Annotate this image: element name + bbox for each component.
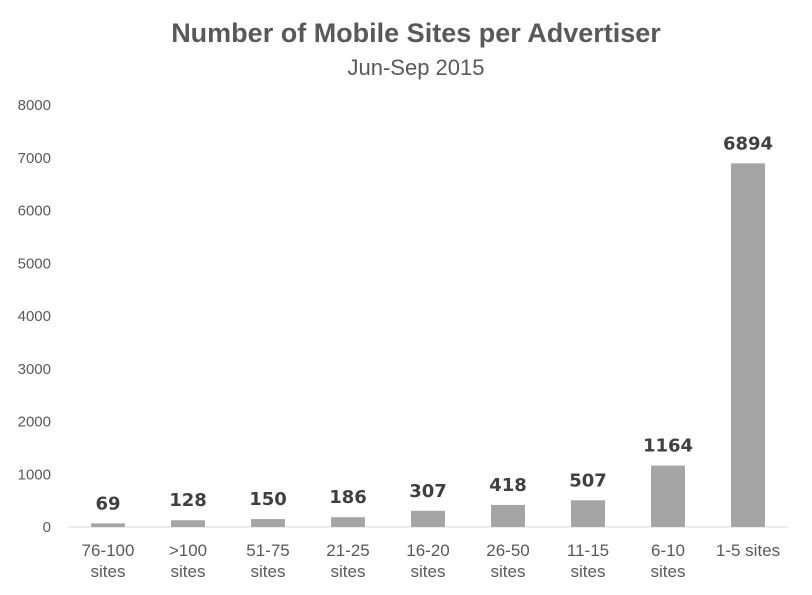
y-axis-ticks: 0 1000 2000 3000 4000 5000 6000 7000 8000: [18, 97, 51, 536]
x-tick-line: 11-15: [567, 541, 609, 560]
bar: [651, 465, 685, 527]
x-tick-label: 76-100 sites: [82, 541, 135, 581]
y-tick-label: 7000: [18, 150, 51, 167]
data-labels: 69 128 150 186 307 418 507 1164 6894: [95, 133, 773, 514]
data-label: 186: [329, 487, 367, 508]
y-tick-label: 0: [43, 519, 51, 536]
bar: [731, 163, 765, 528]
x-tick-line: 16-20: [406, 541, 449, 560]
y-tick-label: 6000: [18, 203, 51, 220]
data-label: 418: [489, 475, 527, 496]
x-tick-line: sites: [651, 562, 686, 581]
y-tick-label: 1000: [18, 466, 51, 483]
x-tick-line: 76-100: [82, 541, 135, 560]
bar: [331, 517, 365, 527]
data-label: 307: [409, 481, 447, 502]
x-tick-line: sites: [331, 562, 366, 581]
x-tick-line: sites: [571, 562, 606, 581]
bar: [251, 519, 285, 527]
x-tick-label: 11-15 sites: [567, 541, 609, 581]
data-label: 6894: [723, 133, 773, 154]
x-tick-line: 26-50: [486, 541, 529, 560]
data-label: 150: [249, 489, 287, 510]
y-tick-label: 8000: [18, 97, 51, 114]
x-tick-line: 51-75: [246, 541, 289, 560]
bar: [411, 510, 445, 527]
data-label: 69: [95, 493, 120, 514]
x-tick-line: 6-10: [651, 541, 685, 560]
x-axis-ticks: 76-100 sites >100 sites 51-75 sites 21-25 sites…: [82, 541, 781, 581]
x-tick-line: 21-25: [326, 541, 369, 560]
x-tick-line: sites: [251, 562, 286, 581]
bar: [171, 520, 205, 527]
x-tick-label: >100 sites: [169, 541, 207, 581]
x-tick-label: 16-20 sites: [406, 541, 449, 581]
x-tick-label: 21-25 sites: [326, 541, 369, 581]
data-label: 1164: [643, 436, 693, 457]
x-tick-line: >100: [169, 541, 207, 560]
bar: [571, 500, 605, 527]
y-tick-label: 4000: [18, 308, 51, 325]
x-tick-line: sites: [491, 562, 526, 581]
y-tick-label: 5000: [18, 255, 51, 272]
data-label: 128: [169, 490, 207, 511]
x-tick-label: 26-50 sites: [486, 541, 529, 581]
y-tick-label: 3000: [18, 361, 51, 378]
x-tick-line: 1-5 sites: [716, 541, 780, 560]
x-tick-label: 51-75 sites: [246, 541, 289, 581]
chart-subtitle: Jun-Sep 2015: [348, 55, 485, 80]
x-tick-line: sites: [411, 562, 446, 581]
x-tick-line: sites: [171, 562, 206, 581]
data-label: 507: [569, 470, 607, 491]
bar: [91, 523, 125, 527]
chart-title: Number of Mobile Sites per Advertiser: [171, 18, 661, 48]
x-tick-label: 6-10 sites: [651, 541, 686, 581]
x-tick-line: sites: [91, 562, 126, 581]
bars: [91, 163, 765, 528]
y-tick-label: 2000: [18, 414, 51, 431]
bar: [491, 504, 525, 527]
x-tick-label: 1-5 sites: [716, 541, 780, 560]
